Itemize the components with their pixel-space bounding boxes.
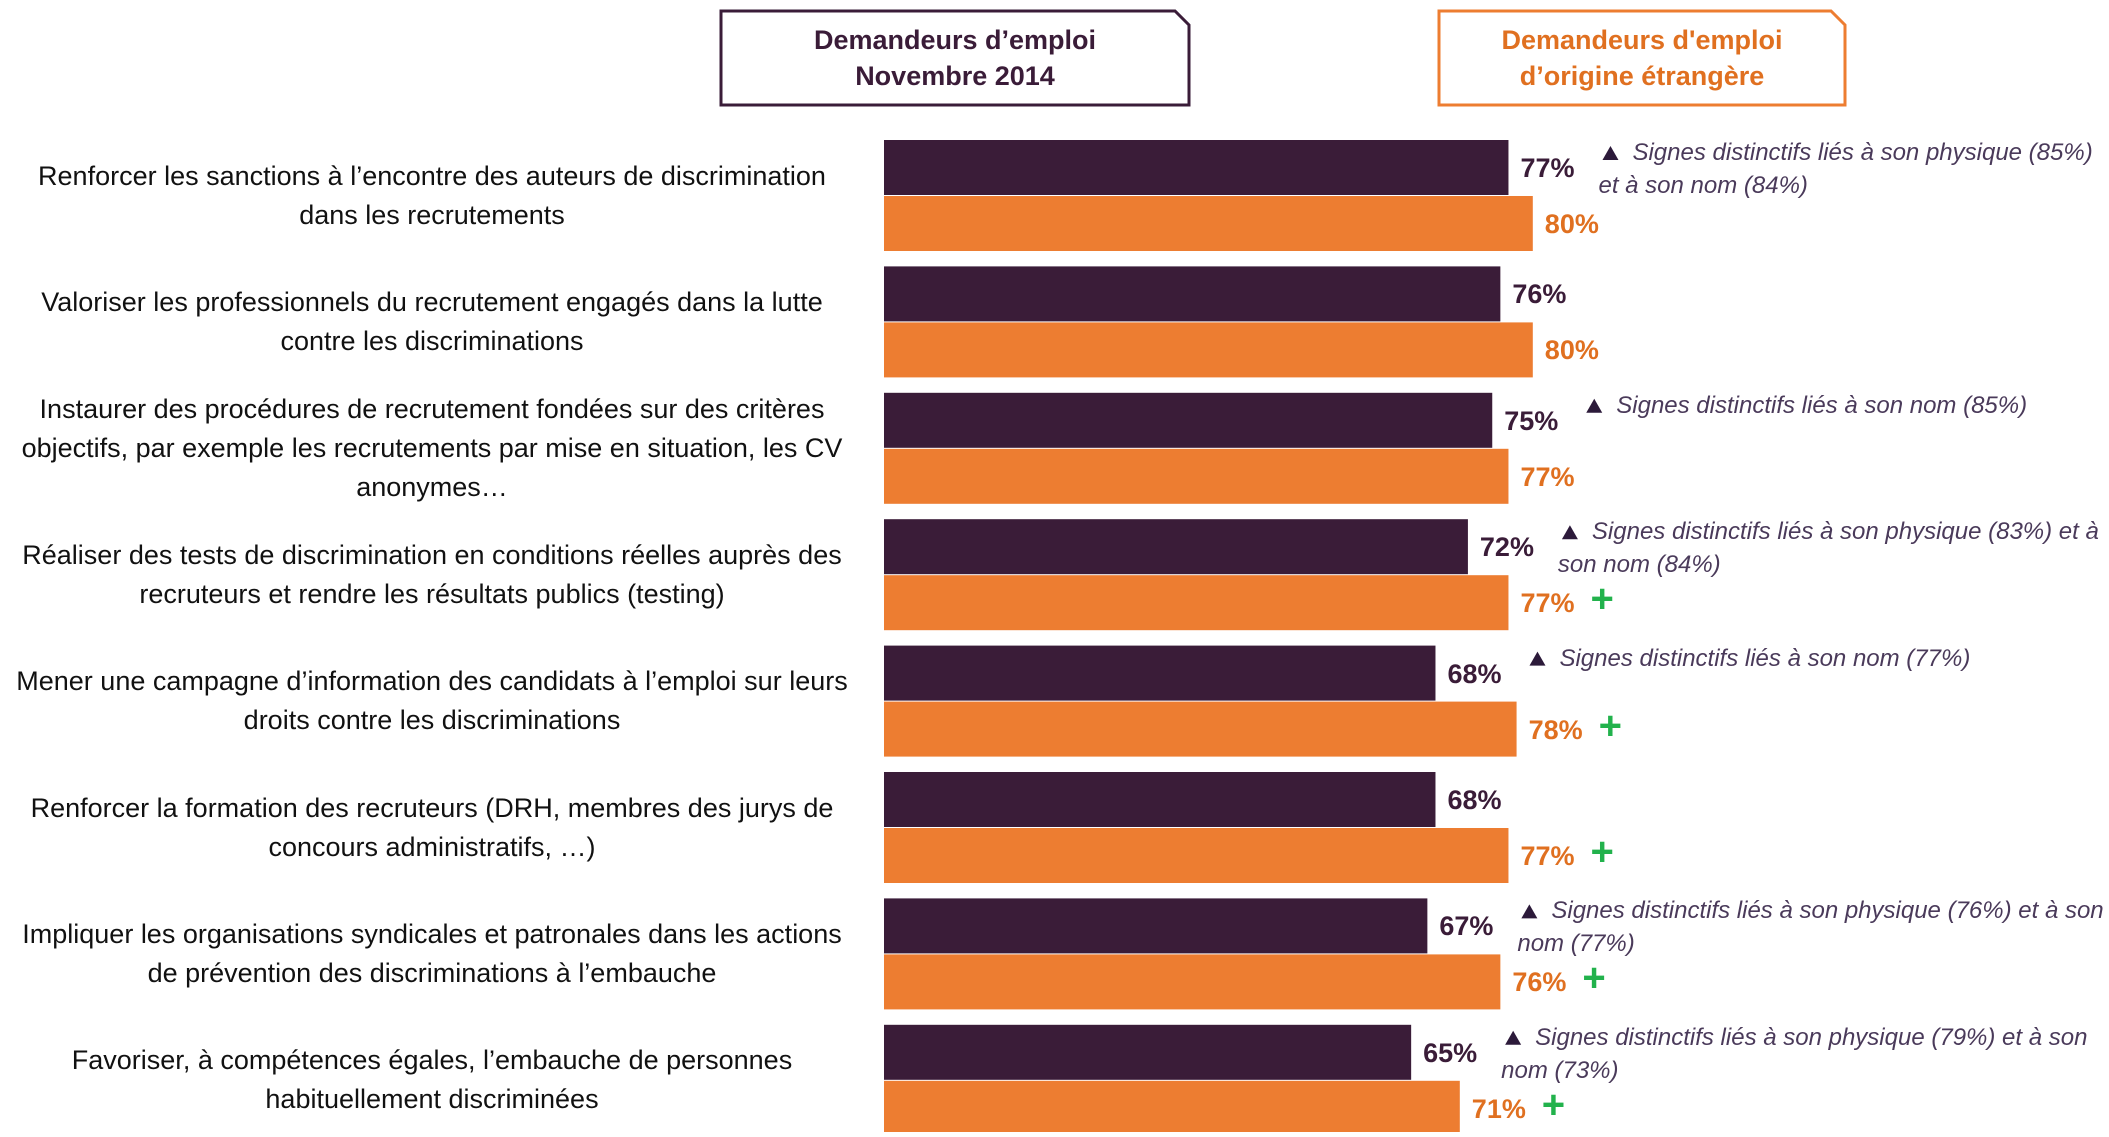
value-label: 75% xyxy=(1504,405,1559,436)
annotation: Signes distinctifs liés à son physique (… xyxy=(1598,139,2093,199)
bar xyxy=(884,701,1517,757)
significance-mark: + xyxy=(1598,703,1622,748)
category-label: Réaliser des tests de discrimination en … xyxy=(0,519,852,630)
bar xyxy=(884,392,1493,448)
value-label: 80% xyxy=(1544,335,1599,366)
annotation: Signes distinctifs liés à son physique (… xyxy=(1557,518,2099,579)
category-label: Impliquer les organisations syndicales e… xyxy=(0,898,852,1009)
category-label-text: Réaliser des tests de discrimination en … xyxy=(22,539,842,609)
bar xyxy=(884,645,1436,701)
bar xyxy=(884,448,1509,504)
annotation-icon xyxy=(1521,904,1538,919)
value-label: 71% xyxy=(1471,1093,1526,1124)
bar xyxy=(884,1080,1460,1132)
category-label: Renforcer la formation des recruteurs (D… xyxy=(0,772,852,883)
bar xyxy=(884,954,1501,1010)
category-label-text: Instaurer des procédures de recrutement … xyxy=(21,393,843,502)
annotation: Signes distinctifs liés à son nom (77%) xyxy=(1559,644,1971,672)
bar xyxy=(884,519,1468,575)
significance-mark: + xyxy=(1541,1082,1566,1127)
annotation-icon xyxy=(1586,398,1603,413)
value-label: 68% xyxy=(1447,785,1502,815)
significance-mark: + xyxy=(1590,577,1614,622)
bar xyxy=(884,322,1533,378)
legend-entry: Demandeurs d’emploi Novembre 2014 xyxy=(813,25,1097,91)
category-label: Mener une campagne d’information des can… xyxy=(0,646,852,757)
annotation: Signes distinctifs liés à son physique (… xyxy=(1501,1023,2088,1084)
value-label: 77% xyxy=(1520,588,1575,619)
category-label-text: Renforcer les sanctions à l’encontre des… xyxy=(38,160,826,230)
significance-mark: + xyxy=(1590,830,1614,874)
category-label: Valoriser les professionnels du recrutem… xyxy=(0,266,852,377)
legend-box xyxy=(719,9,1191,107)
bar xyxy=(884,575,1509,631)
annotation: Signes distinctifs liés à son physique (… xyxy=(1517,897,2104,958)
legend-box xyxy=(1437,9,1847,107)
category-label: Instaurer des procédures de recrutement … xyxy=(0,393,852,504)
value-label: 77% xyxy=(1520,153,1575,183)
annotation-icon xyxy=(1602,146,1619,160)
category-label: Renforcer les sanctions à l’encontre des… xyxy=(0,140,852,251)
value-label: 80% xyxy=(1544,209,1599,239)
value-label: 77% xyxy=(1520,841,1575,871)
bar xyxy=(884,196,1533,251)
category-label: Favoriser, à compétences égales, l’embau… xyxy=(0,1025,852,1136)
value-label: 72% xyxy=(1479,532,1534,563)
annotation-icon xyxy=(1529,651,1546,666)
significance-mark: + xyxy=(1582,956,1606,1001)
value-label: 76% xyxy=(1512,967,1567,998)
bar xyxy=(884,772,1436,827)
bar xyxy=(884,828,1509,883)
category-label-text: Mener une campagne d’information des can… xyxy=(16,666,848,736)
value-label: 68% xyxy=(1447,658,1502,689)
value-label: 78% xyxy=(1528,714,1583,745)
value-label: 76% xyxy=(1512,279,1567,310)
category-label-text: Valoriser les professionnels du recrutem… xyxy=(41,286,823,356)
bar xyxy=(884,266,1501,322)
annotation-icon xyxy=(1561,525,1578,540)
value-label: 65% xyxy=(1423,1037,1478,1068)
annotation: Signes distinctifs liés à son nom (85%) xyxy=(1616,391,2028,419)
legend-entry: Demandeurs d'emploi d’origine étrangère xyxy=(1501,25,1783,91)
value-label: 67% xyxy=(1439,911,1494,942)
annotation-icon xyxy=(1505,1030,1522,1045)
bar xyxy=(884,140,1509,195)
category-label-text: Impliquer les organisations syndicales e… xyxy=(22,918,842,988)
value-label: 77% xyxy=(1520,461,1575,492)
bar xyxy=(884,898,1428,954)
bar xyxy=(884,1024,1412,1080)
category-label-text: Renforcer la formation des recruteurs (D… xyxy=(30,792,834,862)
category-label-text: Favoriser, à compétences égales, l’embau… xyxy=(71,1045,793,1115)
